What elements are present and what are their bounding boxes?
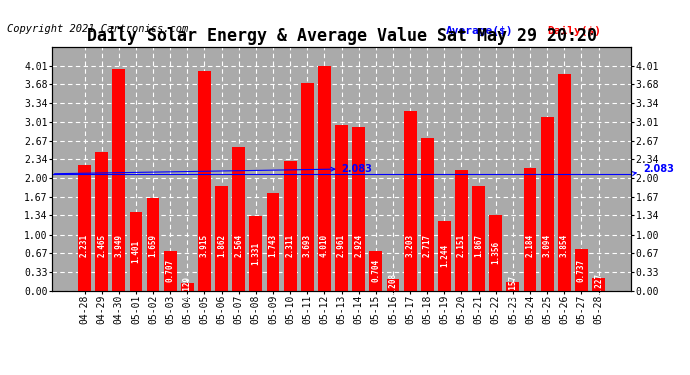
Bar [541, 117, 553, 291]
Bar [181, 284, 194, 291]
Text: 1.331: 1.331 [251, 242, 260, 265]
Text: 3.915: 3.915 [200, 234, 209, 257]
Bar [472, 186, 485, 291]
Text: 0.129: 0.129 [183, 276, 192, 298]
Bar [250, 216, 262, 291]
Bar [335, 124, 348, 291]
Bar [592, 278, 605, 291]
Bar [386, 279, 400, 291]
Text: 4.010: 4.010 [320, 234, 329, 257]
Bar [353, 127, 365, 291]
Bar [524, 168, 536, 291]
Bar [266, 193, 279, 291]
Bar [164, 251, 177, 291]
Bar [215, 186, 228, 291]
Text: Average($): Average($) [446, 26, 513, 36]
Text: 2.231: 2.231 [80, 234, 89, 257]
Text: 2.311: 2.311 [286, 234, 295, 257]
Bar [421, 138, 433, 291]
Text: Daily($): Daily($) [547, 26, 601, 36]
Text: 1.244: 1.244 [440, 244, 449, 267]
Text: 3.203: 3.203 [406, 234, 415, 257]
Bar [95, 152, 108, 291]
Text: 2.924: 2.924 [354, 234, 363, 257]
Bar [438, 221, 451, 291]
Bar [455, 170, 468, 291]
Text: 2.184: 2.184 [526, 234, 535, 257]
Bar [198, 71, 211, 291]
Text: 1.862: 1.862 [217, 234, 226, 257]
Bar [506, 282, 520, 291]
Text: 2.564: 2.564 [234, 234, 244, 257]
Text: 3.094: 3.094 [542, 234, 552, 257]
Text: Copyright 2021 Cartronics.com: Copyright 2021 Cartronics.com [7, 24, 188, 34]
Bar [233, 147, 245, 291]
Text: 0.157: 0.157 [509, 274, 518, 298]
Bar [284, 161, 297, 291]
Bar [575, 249, 588, 291]
Bar [112, 69, 125, 291]
Text: 0.704: 0.704 [371, 260, 380, 282]
Bar [301, 84, 314, 291]
Bar [369, 251, 382, 291]
Text: 2.083: 2.083 [632, 164, 674, 176]
Bar [130, 212, 142, 291]
Text: 0.208: 0.208 [388, 273, 397, 296]
Text: 0.227: 0.227 [594, 273, 603, 296]
Bar [147, 198, 159, 291]
Text: 1.356: 1.356 [491, 241, 500, 264]
Bar [318, 66, 331, 291]
Text: 2.151: 2.151 [457, 234, 466, 257]
Text: 0.737: 0.737 [577, 258, 586, 282]
Text: 3.693: 3.693 [303, 234, 312, 257]
Text: 1.867: 1.867 [474, 234, 483, 257]
Text: 2.465: 2.465 [97, 234, 106, 257]
Text: 1.659: 1.659 [148, 234, 157, 257]
Text: 3.854: 3.854 [560, 234, 569, 257]
Text: 0.707: 0.707 [166, 259, 175, 282]
Bar [489, 214, 502, 291]
Text: 1.401: 1.401 [131, 240, 141, 263]
Text: 2.083: 2.083 [55, 164, 373, 174]
Text: 3.949: 3.949 [115, 234, 124, 257]
Text: 2.717: 2.717 [423, 234, 432, 257]
Bar [558, 74, 571, 291]
Bar [404, 111, 417, 291]
Title: Daily Solar Energy & Average Value Sat May 29 20:20: Daily Solar Energy & Average Value Sat M… [86, 26, 597, 45]
Text: 2.961: 2.961 [337, 234, 346, 257]
Bar [78, 165, 91, 291]
Text: 1.743: 1.743 [268, 234, 277, 257]
